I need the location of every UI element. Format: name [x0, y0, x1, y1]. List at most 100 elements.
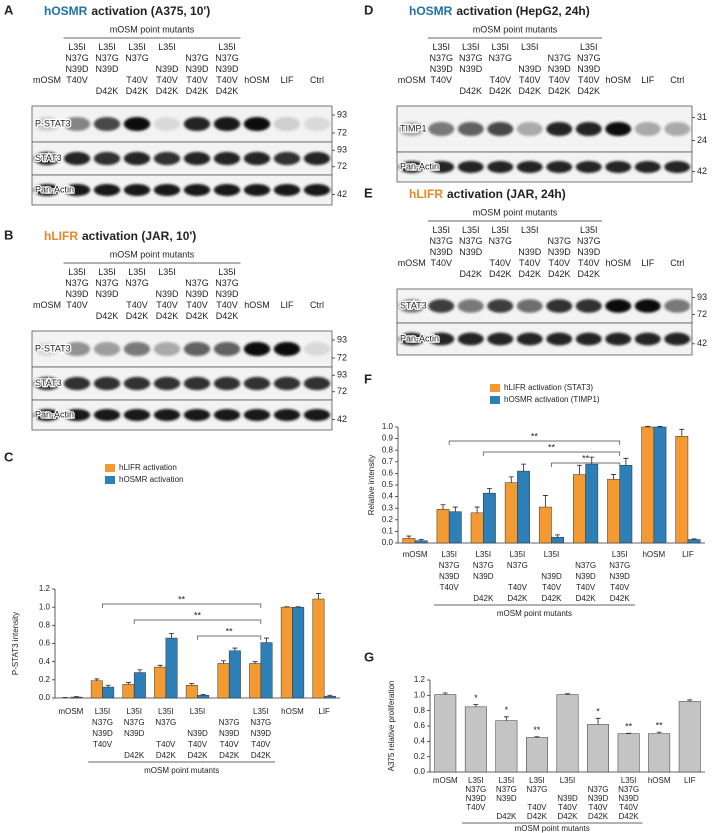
error-bar	[252, 661, 258, 664]
error-bar	[452, 506, 458, 512]
band	[153, 409, 181, 421]
band	[398, 332, 425, 346]
marker-label: 42	[697, 338, 707, 348]
row-label: P-STAT3	[35, 118, 71, 128]
error-bar	[157, 664, 163, 668]
group-label: mOSM point mutants	[110, 249, 195, 259]
y-axis-label: Relative intensity	[367, 455, 376, 515]
y-axis-label: P-STAT3 intensity	[11, 612, 20, 675]
error-bar	[595, 717, 601, 725]
error-bar	[611, 474, 617, 480]
error-bar	[679, 428, 685, 437]
row-label: Pan-Actin	[35, 184, 74, 194]
significance: *	[596, 707, 600, 717]
band	[213, 184, 241, 196]
band	[213, 151, 241, 166]
error-bar	[440, 504, 446, 510]
band	[63, 409, 91, 421]
marker-label: 72	[337, 386, 347, 396]
band	[213, 342, 241, 356]
band	[123, 342, 151, 356]
bar	[197, 695, 210, 699]
x-tick-label: L35I N39D T40V D42K	[541, 550, 562, 603]
band	[243, 376, 271, 391]
x-tick-label: N37G N39D T40V D42K	[219, 718, 240, 760]
band	[398, 161, 425, 173]
band	[123, 184, 151, 196]
panel-label: F	[364, 371, 372, 386]
band	[575, 161, 602, 173]
bar	[470, 512, 484, 544]
lane-label: L35I N37G T40V D42K	[125, 42, 149, 96]
x-tick-label: L35I N39D T40V D42K	[187, 707, 208, 760]
y-tick-label: 1.0	[39, 602, 51, 611]
row-label: STAT3	[400, 300, 427, 310]
bar	[402, 538, 416, 544]
bar	[249, 663, 262, 699]
error-bar	[521, 463, 527, 472]
band	[153, 184, 181, 196]
lane-label: N37G N39D T40V D42K	[547, 236, 571, 279]
legend-label: hLIFR activation	[119, 463, 177, 472]
error-bar	[645, 426, 651, 427]
marker-label: 24	[697, 135, 707, 145]
error-bar	[534, 736, 540, 738]
band	[605, 161, 632, 173]
band	[303, 151, 331, 166]
x-tick-label: L35I N37G T40V D42K	[155, 707, 176, 760]
bar	[217, 663, 230, 699]
lane-label: N37G N39D T40V D42K	[547, 53, 571, 96]
x-tick-label: L35I N37G N39D T40V D42K	[618, 776, 639, 821]
marker-label: 93	[337, 334, 347, 344]
y-tick-label: 0.8	[414, 706, 426, 715]
bar	[312, 598, 325, 699]
x-tick-label: mOSM	[58, 707, 83, 716]
x-tick-label: L35I N37G T40V D42K	[526, 776, 547, 821]
error-bar	[327, 694, 333, 697]
band	[243, 151, 271, 166]
lane-label: L35I N37G N39D T40V	[429, 42, 453, 85]
band	[33, 184, 61, 196]
bar	[517, 470, 530, 544]
bar	[495, 720, 518, 773]
lane-label: L35I N37G N39D D42K	[95, 267, 119, 321]
bar	[185, 685, 198, 699]
marker-label: 93	[337, 145, 347, 155]
band	[153, 151, 181, 166]
lane-label: hOSM	[244, 75, 270, 85]
bar	[154, 666, 167, 699]
band	[63, 184, 91, 196]
marker-label: 72	[337, 352, 347, 362]
legend-label: hLIFR activation (STAT3)	[504, 383, 593, 392]
y-tick-label: 0.1	[382, 527, 394, 536]
bar	[675, 436, 689, 544]
x-tick-label: hOSM	[642, 550, 665, 559]
lane-label: Ctrl	[670, 258, 684, 268]
lane-label: mOSM	[33, 300, 61, 310]
y-tick-label: 0.6	[382, 469, 394, 478]
bracket	[197, 635, 262, 640]
error-bar	[656, 731, 662, 734]
x-tick-label: L35I N37G N39D T40V	[92, 707, 113, 749]
panel-title: hOSMR activation (HepG2, 24h)	[409, 4, 590, 18]
y-tick-label: 0.0	[414, 767, 426, 776]
band	[153, 117, 181, 131]
x-tick-label: L35I N37G N39D T40V	[465, 776, 486, 812]
lane-label: mOSM	[398, 75, 426, 85]
band	[428, 332, 455, 346]
x-tick-label: mOSM	[403, 550, 428, 559]
lane-label: LIF	[641, 258, 655, 268]
band	[123, 376, 151, 391]
band	[93, 117, 121, 131]
bar	[280, 606, 293, 699]
legend-swatch	[490, 396, 500, 404]
title-text: activation (HepG2, 24h)	[456, 4, 589, 18]
lane-label: L35I N39D T40V D42K	[155, 267, 179, 321]
band	[428, 122, 455, 136]
band	[428, 161, 455, 173]
band	[303, 342, 331, 356]
band	[123, 117, 151, 131]
bar	[556, 694, 579, 773]
group-label: mOSM point mutants	[473, 24, 558, 34]
band	[634, 161, 661, 173]
